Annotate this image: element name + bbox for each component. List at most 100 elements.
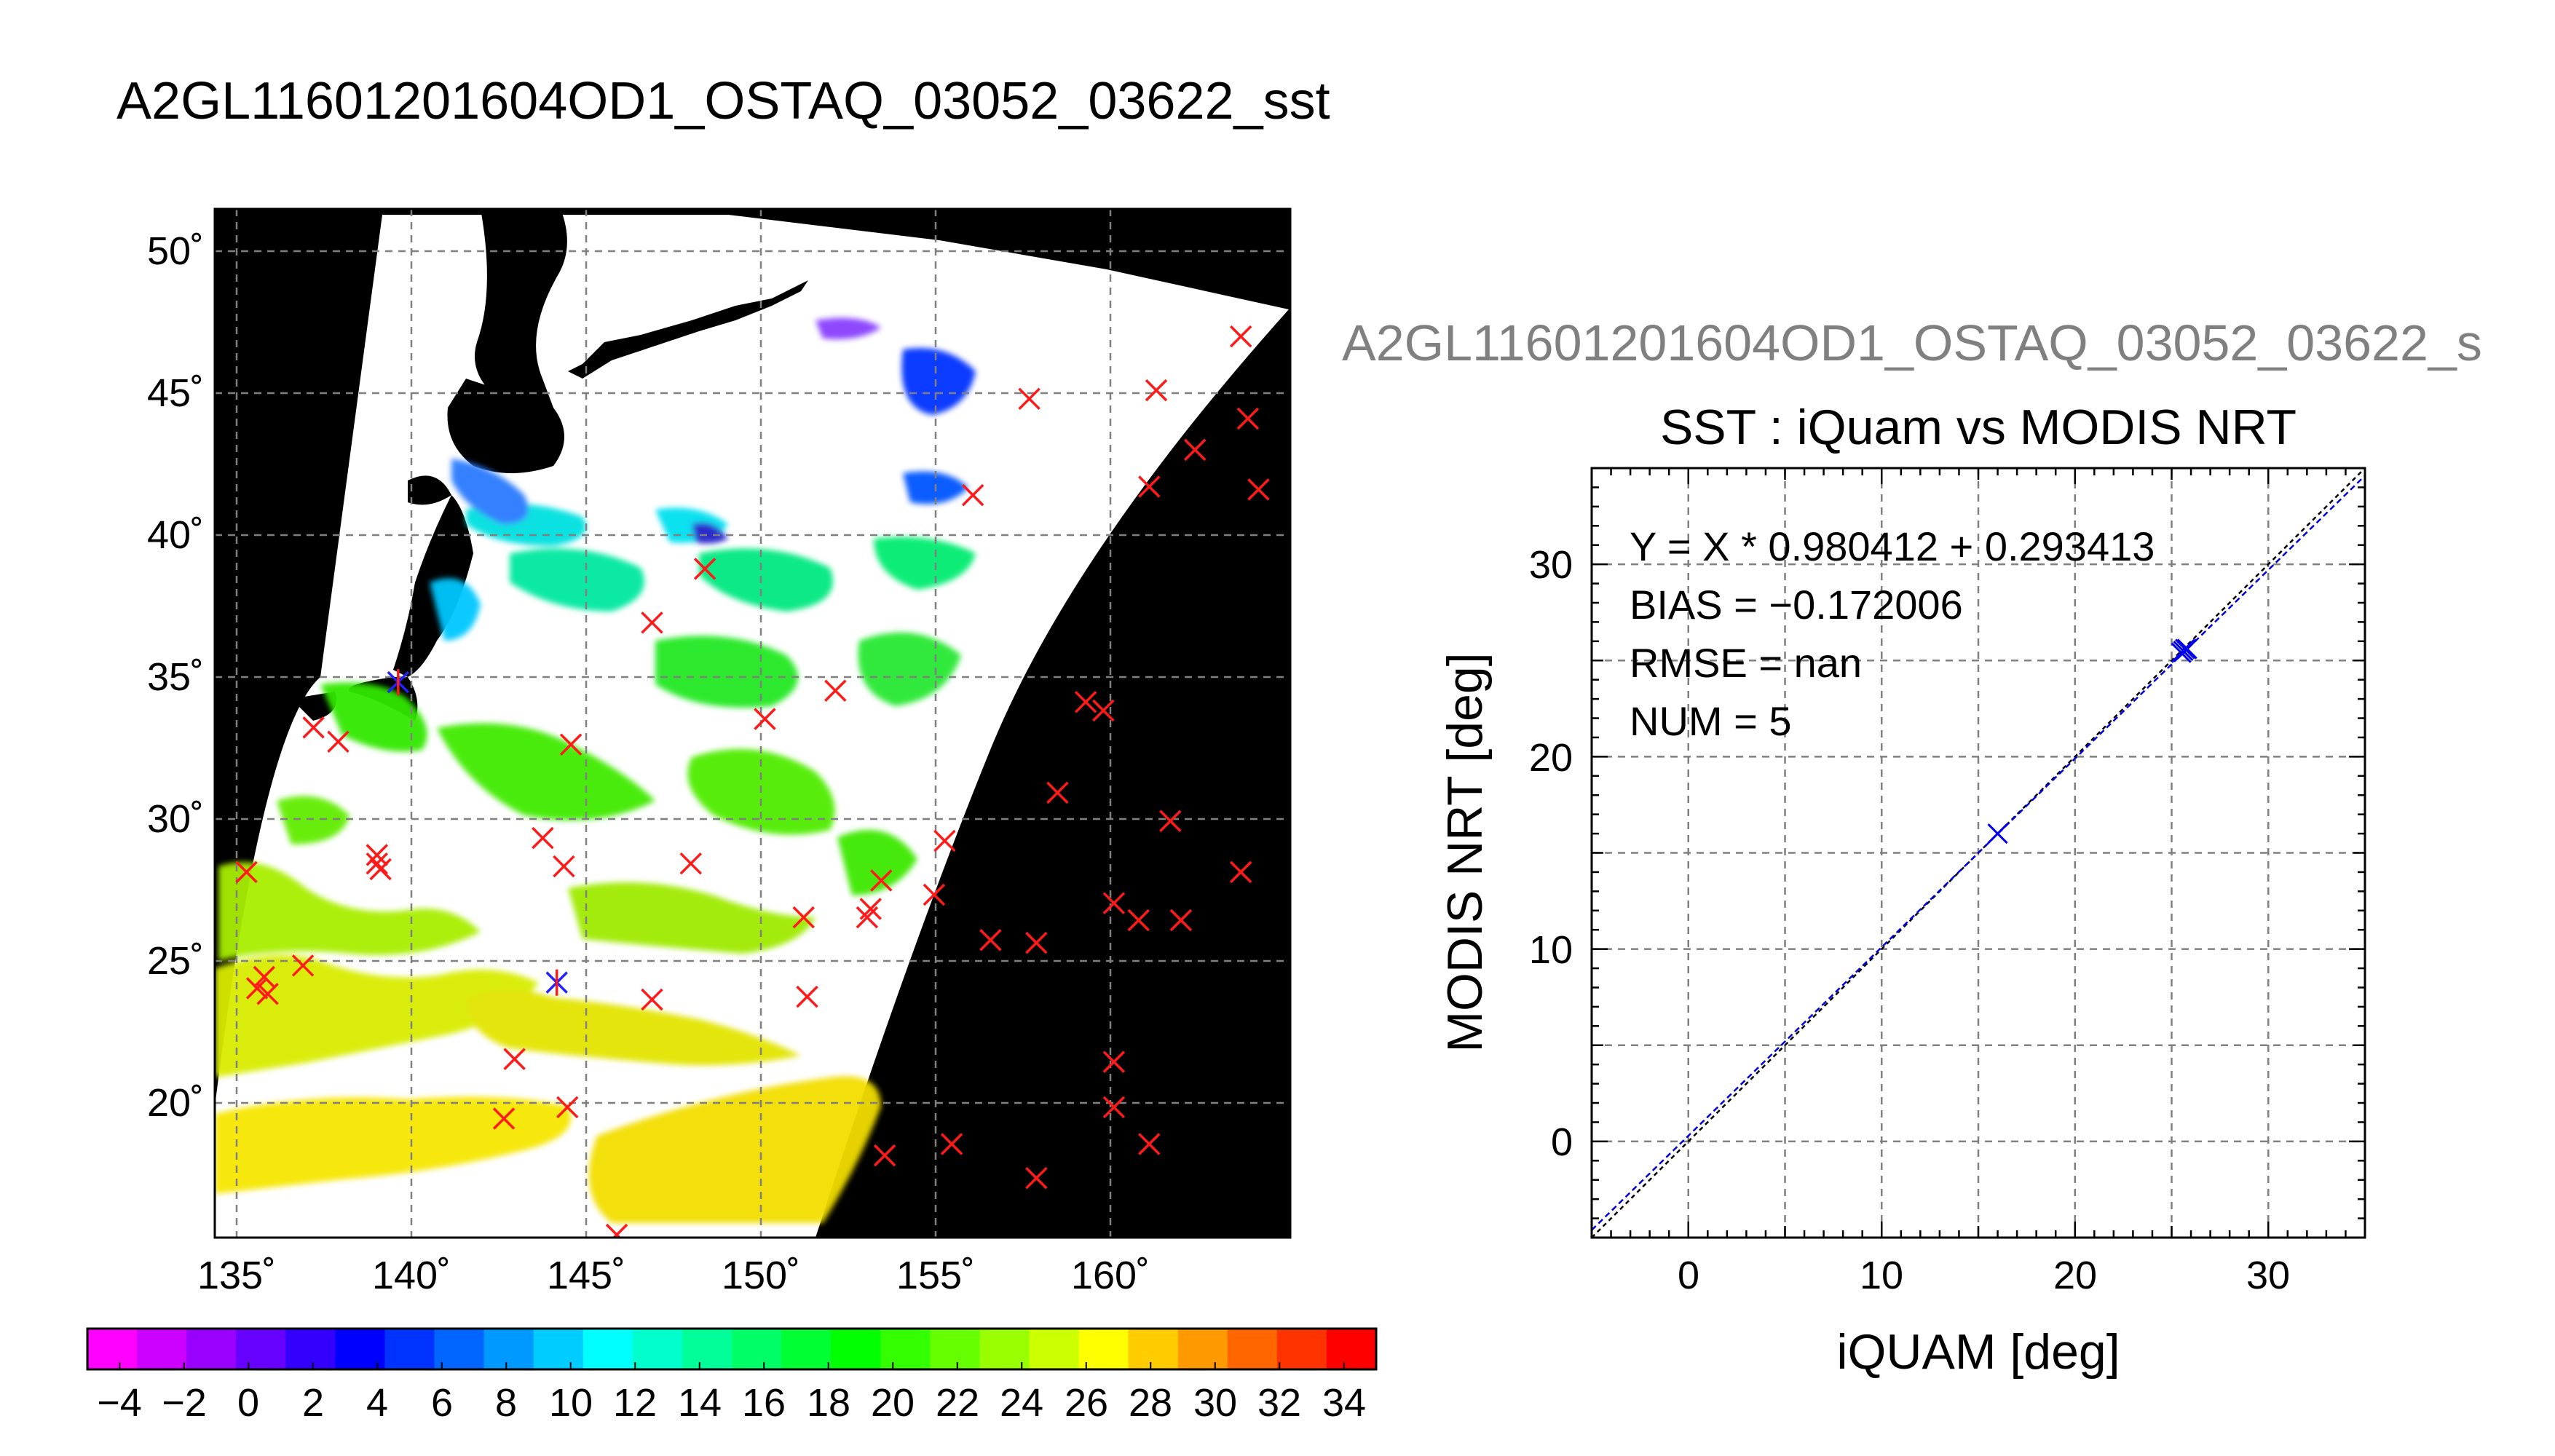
sst-green-4 <box>655 636 798 708</box>
colorbar-cell <box>880 1329 931 1369</box>
map-frame <box>213 207 1292 1239</box>
colorbar-cell <box>384 1329 435 1369</box>
colorbar-cell <box>732 1329 782 1369</box>
match-point-red <box>1102 1096 1126 1119</box>
match-point-red <box>1025 1167 1048 1190</box>
sst-band-lime <box>218 862 481 961</box>
colorbar-tick-label: 24 <box>1000 1381 1043 1425</box>
match-point-red <box>1145 379 1168 402</box>
match-point-red <box>1247 478 1270 501</box>
match-point-red <box>291 954 315 977</box>
colorbar-cell <box>1276 1329 1327 1369</box>
scatter-x-tick-labels: 0 10 20 30 <box>1678 1254 2290 1297</box>
match-point-red <box>235 860 258 884</box>
stats-bias: BIAS = −0.172006 <box>1630 582 1963 628</box>
match-point-blue <box>545 969 568 996</box>
sst-band-yellow <box>215 1096 571 1194</box>
match-point-red <box>556 1096 579 1119</box>
secondary-title: A2GL11601201604OD1_OSTAQ_03052_03622_s <box>1342 314 2482 371</box>
scatter-title: SST : iQuam vs MODIS NRT <box>1660 400 2297 455</box>
x-tick-label: 20 <box>2053 1254 2097 1297</box>
match-point-red <box>532 826 554 850</box>
lat-tick-label: 50˚ <box>147 229 204 273</box>
colorbar-tick-label: 26 <box>1065 1381 1108 1425</box>
lat-tick-label: 30˚ <box>147 797 204 841</box>
match-point-red <box>754 708 776 730</box>
colorbar-tick-label: −2 <box>162 1381 207 1425</box>
colorbar-tick-label: 16 <box>742 1381 786 1425</box>
sst-blue-1 <box>451 459 529 524</box>
colorbar-cell <box>533 1329 584 1369</box>
colorbar-tick-label: 20 <box>871 1381 915 1425</box>
match-point-red <box>1236 407 1260 430</box>
match-point-red <box>553 855 575 878</box>
colorbar-cell <box>87 1329 138 1369</box>
match-point-red <box>605 1223 628 1238</box>
match-point-red <box>1138 475 1161 498</box>
colorbar-cells <box>87 1329 1377 1369</box>
match-point-red <box>327 730 350 753</box>
match-point-red <box>559 733 583 756</box>
sst-band-yellowgreen <box>215 955 539 1077</box>
match-point-red <box>503 1048 526 1071</box>
colorbar-cell <box>1177 1329 1228 1369</box>
match-point-red <box>961 483 984 507</box>
colorbar-labels: −4 −2 0 2 4 6 8 10 12 14 16 18 20 22 24 … <box>97 1381 1366 1425</box>
y-tick-label: 0 <box>1551 1120 1573 1164</box>
match-point-red <box>1138 1133 1161 1155</box>
colorbar-tick-label: 8 <box>495 1381 517 1425</box>
x-axis-label: iQUAM [deg] <box>1836 1324 2120 1380</box>
match-point-red <box>256 983 279 1005</box>
match-point-red <box>1102 1051 1126 1073</box>
colorbar-cell <box>831 1329 881 1369</box>
map-lat-axis: 20˚ 25˚ 30˚ 35˚ 40˚ 45˚ 50˚ <box>147 229 204 1125</box>
regression-line <box>1592 475 2365 1231</box>
colorbar-cell <box>1227 1329 1278 1369</box>
sst-cyan-green-1 <box>510 548 644 612</box>
match-point-markers <box>235 325 1270 1238</box>
colorbar-tick-label: 10 <box>549 1381 593 1425</box>
colorbar-cell <box>186 1329 237 1369</box>
match-point-red <box>1229 325 1252 348</box>
colorbar-tick-label: −4 <box>97 1381 142 1425</box>
colorbar-tick-label: 14 <box>678 1381 722 1425</box>
sst-cyan-green-3 <box>874 537 976 590</box>
colorbar-cell <box>1078 1329 1129 1369</box>
colorbar-cell <box>632 1329 683 1369</box>
scatter-points <box>1987 638 2197 844</box>
match-point-red <box>492 1107 516 1130</box>
colorbar-tick-label: 12 <box>613 1381 657 1425</box>
lon-tick-label: 160˚ <box>1071 1254 1150 1297</box>
main-title: A2GL11601201604OD1_OSTAQ_03052_03622_sst <box>117 72 1330 130</box>
lon-tick-label: 150˚ <box>722 1254 800 1297</box>
sst-green-7 <box>277 796 350 844</box>
sst-lightblue-1 <box>430 578 481 641</box>
match-point-red <box>1127 909 1150 932</box>
lat-tick-label: 20˚ <box>147 1081 204 1125</box>
colorbar-tick-label: 32 <box>1257 1381 1301 1425</box>
stats-fit-equation: Y = X * 0.980412 + 0.293413 <box>1630 523 2155 569</box>
match-point-red <box>1092 699 1115 722</box>
match-point-red <box>1229 860 1252 884</box>
match-point-red <box>302 716 325 739</box>
match-point-red <box>366 852 388 875</box>
x-tick-label: 10 <box>1860 1254 1903 1297</box>
sst-cyan-green-2 <box>699 548 833 612</box>
match-point-red <box>369 858 392 881</box>
scatter-point <box>2176 638 2197 660</box>
colorbar-tick-label: 28 <box>1129 1381 1172 1425</box>
match-point-red <box>923 883 946 906</box>
sst-band-yellow-3 <box>466 990 801 1066</box>
scatter-point <box>2171 642 2192 663</box>
y-tick-label: 10 <box>1529 928 1573 972</box>
match-point-red <box>1025 931 1048 954</box>
map-lon-axis: 135˚ 140˚ 145˚ 150˚ 155˚ 160˚ <box>197 1254 1150 1297</box>
match-point-red <box>245 977 269 1000</box>
match-point-red <box>1102 892 1126 914</box>
sst-blue-2 <box>901 348 976 415</box>
lat-tick-label: 45˚ <box>147 371 204 415</box>
match-point-red <box>940 1133 963 1155</box>
scatter-panel: A2GL11601201604OD1_OSTAQ_03052_03622_s S… <box>1342 314 2482 1380</box>
lat-tick-label: 25˚ <box>147 939 204 983</box>
